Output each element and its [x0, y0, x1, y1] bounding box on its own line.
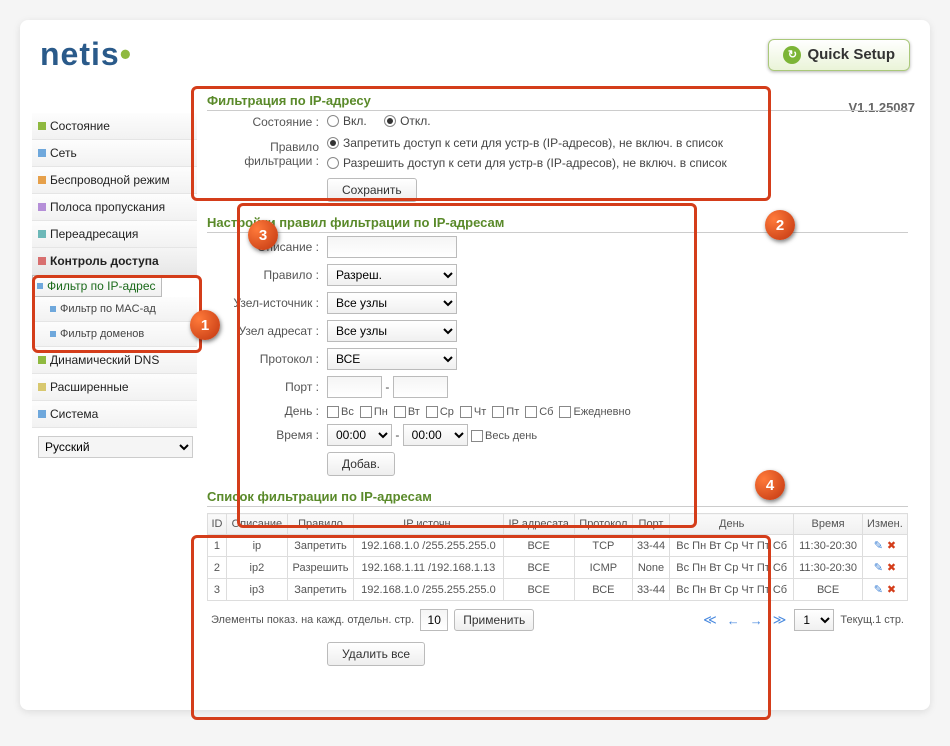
rule-deny-radio[interactable]: Запретить доступ к сети для устр-в (IP-а…	[327, 136, 723, 150]
day-Сб-checkbox[interactable]	[525, 406, 537, 418]
delete-all-button[interactable]: Удалить все	[327, 642, 425, 666]
page-select[interactable]: 1	[794, 609, 834, 631]
current-page-label: Текущ.1 стр.	[840, 614, 904, 626]
day-Вт-checkbox[interactable]	[394, 406, 406, 418]
next-page-icon[interactable]: →	[748, 613, 765, 628]
nav-Динамический DNS[interactable]: Динамический DNS	[32, 347, 197, 374]
nav-Расширенные[interactable]: Расширенные	[32, 374, 197, 401]
annotation-2: 2	[765, 210, 795, 240]
time-to-select[interactable]: 00:00	[403, 424, 468, 446]
per-page-input[interactable]	[420, 609, 448, 631]
quick-setup-button[interactable]: ↻ Quick Setup	[768, 39, 910, 71]
edit-icon[interactable]: ✎	[874, 562, 883, 574]
save-button[interactable]: Сохранить	[327, 178, 417, 202]
add-button[interactable]: Добав.	[327, 452, 395, 476]
col-Измен.: Измен.	[862, 514, 907, 535]
nav-Беспроводной режим[interactable]: Беспроводной режим	[32, 167, 197, 194]
logo: netis•	[40, 36, 132, 73]
nav-Контроль доступа[interactable]: Контроль доступа	[32, 248, 197, 275]
col-IP адресата: IP адресата	[503, 514, 574, 535]
delete-icon[interactable]: ✖	[887, 540, 896, 552]
delete-icon[interactable]: ✖	[887, 584, 896, 596]
proto-label: Протокол :	[207, 352, 327, 366]
section2-title: Настройки правил фильтрации по IP-адреса…	[207, 211, 908, 233]
annotation-4: 4	[755, 470, 785, 500]
port-to-input[interactable]	[393, 376, 448, 398]
src-select[interactable]: Все узлы	[327, 292, 457, 314]
proto-select[interactable]: ВСЕ	[327, 348, 457, 370]
day-Чт-checkbox[interactable]	[460, 406, 472, 418]
last-page-icon[interactable]: ≫	[771, 612, 789, 628]
rule2-label: Правило :	[207, 268, 327, 282]
dst-select[interactable]: Все узлы	[327, 320, 457, 342]
col-Правило: Правило	[287, 514, 353, 535]
delete-icon[interactable]: ✖	[887, 562, 896, 574]
table-row: 3ip3Запретить192.168.1.0 /255.255.255.0В…	[208, 579, 908, 601]
pager-label: Элементы показ. на кажд. отдельн. стр.	[211, 614, 414, 626]
col-Порт: Порт	[632, 514, 669, 535]
state-label: Состояние :	[207, 115, 327, 129]
col-День: День	[670, 514, 794, 535]
col-Протокол: Протокол	[574, 514, 632, 535]
nav-Сеть[interactable]: Сеть	[32, 140, 197, 167]
day-Пн-checkbox[interactable]	[360, 406, 372, 418]
state-on-radio[interactable]: Вкл.	[327, 114, 367, 128]
prev-page-icon[interactable]: ←	[725, 613, 742, 628]
refresh-icon: ↻	[783, 46, 801, 64]
table-row: 2ip2Разрешить192.168.1.11 /192.168.1.13В…	[208, 557, 908, 579]
day-label: День :	[207, 404, 327, 418]
section1-title: Фильтрация по IP-адресу	[207, 89, 908, 111]
subnav-Фильтр по IP-адрес[interactable]: Фильтр по IP-адрес	[32, 275, 162, 297]
table-row: 1ipЗапретить192.168.1.0 /255.255.255.0ВС…	[208, 535, 908, 557]
first-page-icon[interactable]: ≪	[701, 612, 719, 628]
day-Пт-checkbox[interactable]	[492, 406, 504, 418]
rule-label: Правило фильтрации :	[207, 140, 327, 168]
apply-button[interactable]: Применить	[454, 609, 534, 631]
port-label: Порт :	[207, 380, 327, 394]
nav-Система[interactable]: Система	[32, 401, 197, 428]
subnav-Фильтр доменов[interactable]: Фильтр доменов	[32, 322, 197, 347]
language-select[interactable]: Русский	[38, 436, 193, 458]
desc-input[interactable]	[327, 236, 457, 258]
annotation-1: 1	[190, 310, 220, 340]
col-Время: Время	[794, 514, 862, 535]
subnav-Фильтр по MAC-ад[interactable]: Фильтр по MAC-ад	[32, 297, 197, 322]
col-Описание: Описание	[226, 514, 287, 535]
nav-Состояние[interactable]: Состояние	[32, 113, 197, 140]
time-label: Время :	[207, 428, 327, 442]
time-from-select[interactable]: 00:00	[327, 424, 392, 446]
sidebar: СостояниеСетьБеспроводной режимПолоса пр…	[32, 83, 197, 669]
dst-label: Узел адресат :	[207, 324, 327, 338]
annotation-3: 3	[248, 220, 278, 250]
section3-title: Список фильтрации по IP-адресам	[207, 485, 908, 507]
day-Ср-checkbox[interactable]	[426, 406, 438, 418]
col-IP источн.: IP источн.	[354, 514, 503, 535]
daily-checkbox[interactable]	[559, 406, 571, 418]
filter-table: IDОписаниеПравилоIP источн.IP адресатаПр…	[207, 513, 908, 601]
col-ID: ID	[208, 514, 227, 535]
nav-Переадресация[interactable]: Переадресация	[32, 221, 197, 248]
rule-allow-radio[interactable]: Разрешить доступ к сети для устр-в (IP-а…	[327, 156, 727, 170]
nav-Полоса пропускания[interactable]: Полоса пропускания	[32, 194, 197, 221]
day-Вс-checkbox[interactable]	[327, 406, 339, 418]
state-off-radio[interactable]: Откл.	[384, 114, 431, 128]
edit-icon[interactable]: ✎	[874, 584, 883, 596]
edit-icon[interactable]: ✎	[874, 540, 883, 552]
allday-checkbox[interactable]	[471, 430, 483, 442]
rule-select[interactable]: Разреш.	[327, 264, 457, 286]
port-from-input[interactable]	[327, 376, 382, 398]
src-label: Узел-источник :	[207, 296, 327, 310]
